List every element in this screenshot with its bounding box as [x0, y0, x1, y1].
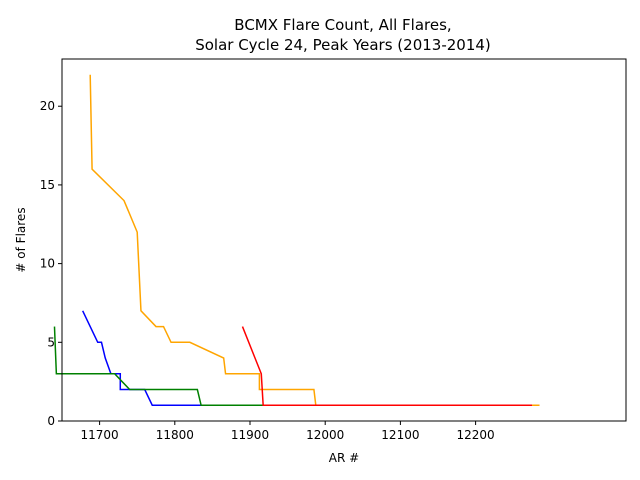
- y-tick-label: 20: [40, 99, 55, 113]
- y-axis-label: # of Flares: [14, 207, 28, 272]
- y-tick-label: 5: [47, 335, 55, 349]
- y-tick-label: 10: [40, 257, 55, 271]
- x-tick-label: 11900: [231, 428, 269, 442]
- chart-title-line1: BCMX Flare Count, All Flares,: [234, 16, 451, 34]
- x-tick-label: 11700: [81, 428, 119, 442]
- chart-title-line2: Solar Cycle 24, Peak Years (2013-2014): [195, 36, 491, 54]
- series-line-C: [89, 74, 540, 407]
- x-tick-label: 12000: [306, 428, 344, 442]
- plot-lines: [53, 74, 540, 407]
- axis-ticks: 11700 11800 11900 12000 12100 12200 0 5 10 15 20: [40, 99, 495, 442]
- series-line-B: [82, 310, 269, 407]
- plot-frame: [61, 58, 627, 422]
- x-tick-label: 12100: [381, 428, 419, 442]
- x-tick-label: 11800: [156, 428, 194, 442]
- x-axis-label: AR #: [329, 451, 359, 465]
- y-tick-label: 0: [47, 414, 55, 428]
- y-tick-label: 15: [40, 178, 55, 192]
- series-line-M: [53, 326, 269, 407]
- series-line-X: [241, 326, 532, 407]
- x-tick-label: 12200: [457, 428, 495, 442]
